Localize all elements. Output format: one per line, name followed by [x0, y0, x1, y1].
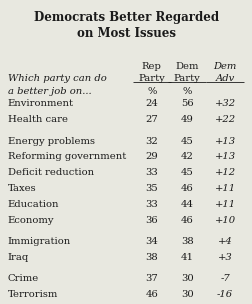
Text: +12: +12: [214, 168, 235, 177]
Text: Deficit reduction: Deficit reduction: [8, 168, 93, 177]
Text: 33: 33: [145, 200, 158, 209]
Text: Immigration: Immigration: [8, 237, 71, 246]
Text: +13: +13: [214, 152, 235, 161]
Text: +3: +3: [217, 253, 232, 262]
Text: Economy: Economy: [8, 216, 54, 225]
Text: %: %: [182, 87, 191, 95]
Text: 33: 33: [145, 168, 158, 177]
Text: 37: 37: [145, 274, 158, 283]
Text: Party: Party: [138, 74, 165, 83]
Text: 46: 46: [180, 184, 193, 193]
Text: Taxes: Taxes: [8, 184, 36, 193]
Text: 45: 45: [180, 136, 193, 146]
Text: 24: 24: [145, 99, 158, 109]
Text: Democrats Better Regarded
on Most Issues: Democrats Better Regarded on Most Issues: [34, 11, 218, 40]
Text: Iraq: Iraq: [8, 253, 29, 262]
Text: -7: -7: [219, 274, 229, 283]
Text: 44: 44: [180, 200, 193, 209]
Text: 34: 34: [145, 237, 158, 246]
Text: 46: 46: [180, 216, 193, 225]
Text: Dem: Dem: [175, 62, 198, 71]
Text: Party: Party: [173, 74, 200, 83]
Text: 49: 49: [180, 115, 193, 124]
Text: %: %: [146, 87, 156, 95]
Text: Environment: Environment: [8, 99, 73, 109]
Text: Energy problems: Energy problems: [8, 136, 94, 146]
Text: 32: 32: [145, 136, 158, 146]
Text: -16: -16: [216, 290, 232, 299]
Text: 45: 45: [180, 168, 193, 177]
Text: 30: 30: [180, 290, 193, 299]
Text: +4: +4: [217, 237, 232, 246]
Text: Dem: Dem: [213, 62, 236, 71]
Text: 38: 38: [145, 253, 158, 262]
Text: 29: 29: [145, 152, 158, 161]
Text: Terrorism: Terrorism: [8, 290, 58, 299]
Text: 41: 41: [180, 253, 193, 262]
Text: 27: 27: [145, 115, 158, 124]
Text: 38: 38: [180, 237, 193, 246]
Text: Crime: Crime: [8, 274, 39, 283]
Text: 56: 56: [180, 99, 193, 109]
Text: Adv: Adv: [215, 74, 234, 83]
Text: 30: 30: [180, 274, 193, 283]
Text: +22: +22: [214, 115, 235, 124]
Text: Reforming government: Reforming government: [8, 152, 125, 161]
Text: a better job on...: a better job on...: [8, 87, 91, 95]
Text: 35: 35: [145, 184, 158, 193]
Text: Which party can do: Which party can do: [8, 74, 106, 83]
Text: 42: 42: [180, 152, 193, 161]
Text: +10: +10: [214, 216, 235, 225]
Text: +13: +13: [214, 136, 235, 146]
Text: +11: +11: [214, 200, 235, 209]
Text: +11: +11: [214, 184, 235, 193]
Text: Rep: Rep: [141, 62, 161, 71]
Text: 46: 46: [145, 290, 158, 299]
Text: 36: 36: [145, 216, 158, 225]
Text: Health care: Health care: [8, 115, 67, 124]
Text: Education: Education: [8, 200, 59, 209]
Text: +32: +32: [214, 99, 235, 109]
